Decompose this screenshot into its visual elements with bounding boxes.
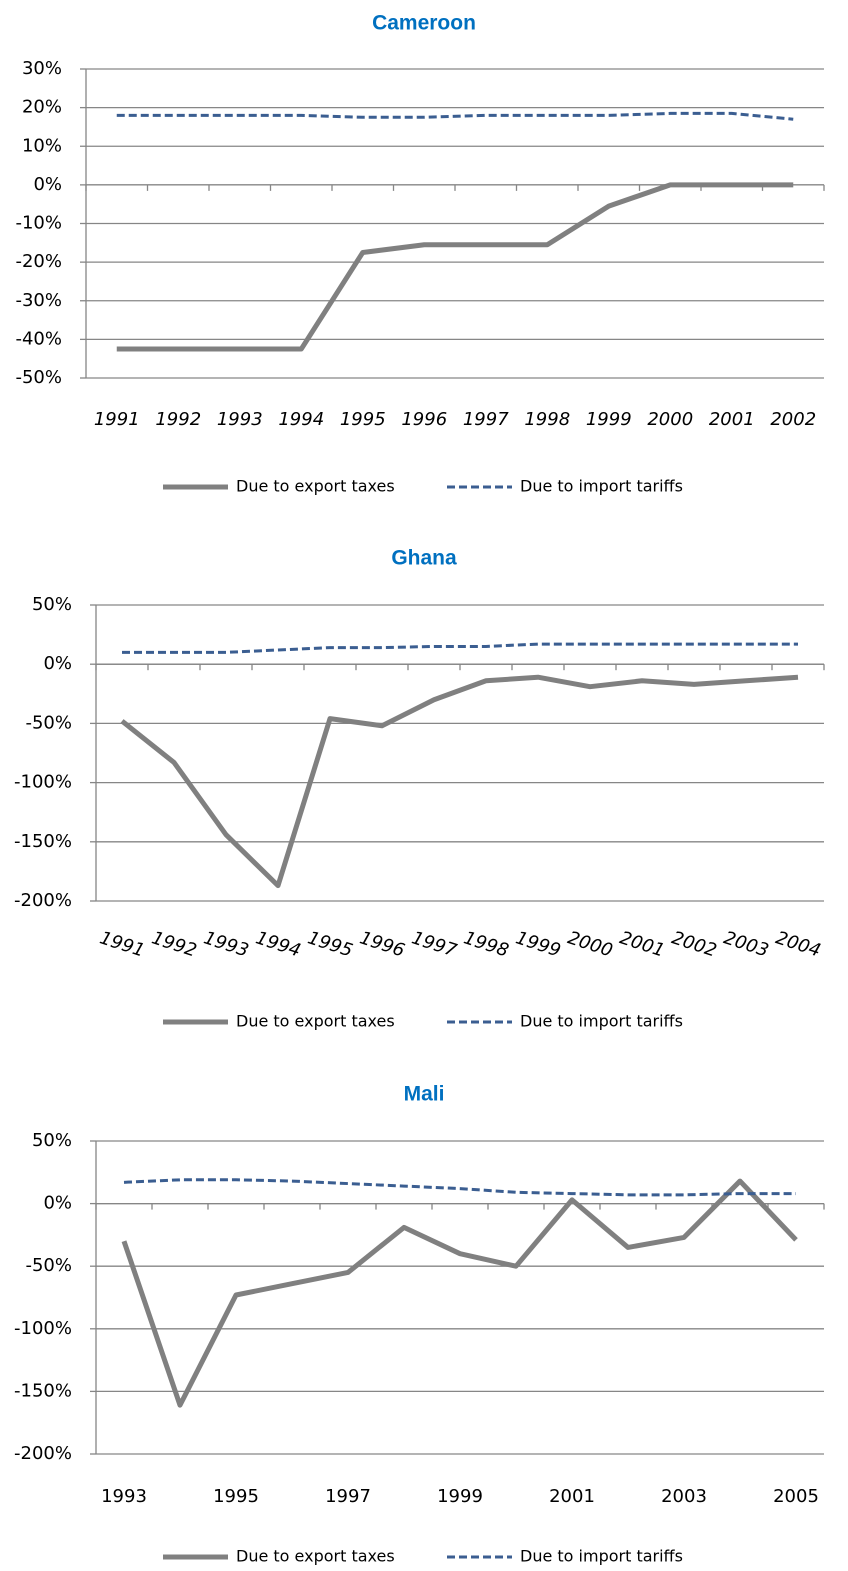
y-tick-label: 0% bbox=[43, 653, 72, 674]
y-tick-label: -200% bbox=[14, 1443, 72, 1464]
data-line bbox=[116, 182, 794, 352]
x-tick-label: 1992 bbox=[155, 409, 201, 430]
x-tick-label: 2003 bbox=[721, 927, 771, 961]
x-tick-label: 1995 bbox=[305, 927, 355, 961]
x-tick-label: 1999 bbox=[437, 1486, 483, 1507]
y-tick-label: -30% bbox=[15, 290, 62, 311]
x-tick-label: 2004 bbox=[773, 927, 823, 961]
y-tick-label: 30% bbox=[22, 58, 62, 79]
y-tick-label: 0% bbox=[43, 1193, 72, 1214]
x-tick-label: 1996 bbox=[357, 927, 407, 961]
x-tick-label: 2001 bbox=[617, 927, 667, 961]
x-tick-label: 2000 bbox=[565, 927, 615, 961]
x-tick-label: 2003 bbox=[661, 1486, 707, 1507]
y-tick-label: -20% bbox=[15, 251, 62, 272]
y-tick-label: -200% bbox=[14, 890, 72, 911]
x-tick-label: 2001 bbox=[709, 409, 755, 430]
x-tick-label: 1997 bbox=[409, 927, 460, 961]
y-tick-label: 10% bbox=[22, 135, 62, 156]
x-tick-label: 1991 bbox=[94, 409, 140, 430]
y-tick-label: -50% bbox=[15, 367, 62, 388]
x-tick-label: 2000 bbox=[647, 409, 693, 430]
y-tick-label: -50% bbox=[25, 1255, 72, 1276]
x-tick-label: 1997 bbox=[463, 409, 509, 430]
x-tick-label: 2001 bbox=[549, 1486, 595, 1507]
y-tick-label: -150% bbox=[14, 1380, 72, 1401]
x-tick-label: 1996 bbox=[401, 409, 447, 430]
y-tick-label: -40% bbox=[15, 328, 62, 349]
chart-title: Cameroon bbox=[372, 12, 476, 35]
x-tick-label: 1993 bbox=[217, 409, 263, 430]
x-tick-label: 1993 bbox=[201, 927, 251, 961]
chart-title: Ghana bbox=[391, 547, 457, 570]
y-tick-label: 50% bbox=[32, 1130, 72, 1151]
chart-title: Mali bbox=[404, 1083, 445, 1106]
y-tick-label: -150% bbox=[14, 831, 72, 852]
x-tick-label: 1994 bbox=[278, 409, 324, 430]
x-tick-label: 1999 bbox=[513, 927, 563, 961]
y-tick-label: -10% bbox=[15, 213, 62, 234]
x-tick-label: 1993 bbox=[101, 1486, 147, 1507]
x-tick-label: 2005 bbox=[773, 1486, 819, 1507]
y-tick-label: -100% bbox=[14, 772, 72, 793]
y-tick-label: 0% bbox=[33, 174, 62, 195]
legend-label: Due to export taxes bbox=[236, 1547, 395, 1566]
x-tick-label: 1998 bbox=[524, 409, 570, 430]
data-line bbox=[121, 1178, 798, 1408]
data-line bbox=[116, 111, 794, 121]
x-tick-label: 1997 bbox=[325, 1486, 371, 1507]
y-tick-label: -100% bbox=[14, 1318, 72, 1339]
data-line bbox=[120, 674, 799, 889]
x-tick-label: 2002 bbox=[669, 927, 719, 961]
x-tick-label: 2002 bbox=[770, 409, 816, 430]
y-tick-label: 20% bbox=[22, 97, 62, 118]
x-tick-label: 1991 bbox=[97, 927, 147, 961]
y-tick-label: 50% bbox=[32, 594, 72, 615]
x-tick-label: 1992 bbox=[149, 927, 199, 961]
y-tick-label: -50% bbox=[25, 712, 72, 733]
legend-label: Due to export taxes bbox=[236, 477, 395, 496]
data-line bbox=[122, 642, 798, 654]
legend-label: Due to import tariffs bbox=[520, 477, 683, 496]
x-tick-label: 1994 bbox=[253, 927, 303, 961]
x-tick-label: 1995 bbox=[213, 1486, 259, 1507]
x-tick-label: 1998 bbox=[461, 927, 511, 961]
data-line bbox=[123, 1178, 796, 1197]
x-tick-label: 1995 bbox=[340, 409, 386, 430]
legend-label: Due to import tariffs bbox=[520, 1012, 683, 1031]
x-tick-label: 1999 bbox=[586, 409, 632, 430]
legend-label: Due to import tariffs bbox=[520, 1547, 683, 1566]
legend-label: Due to export taxes bbox=[236, 1012, 395, 1031]
